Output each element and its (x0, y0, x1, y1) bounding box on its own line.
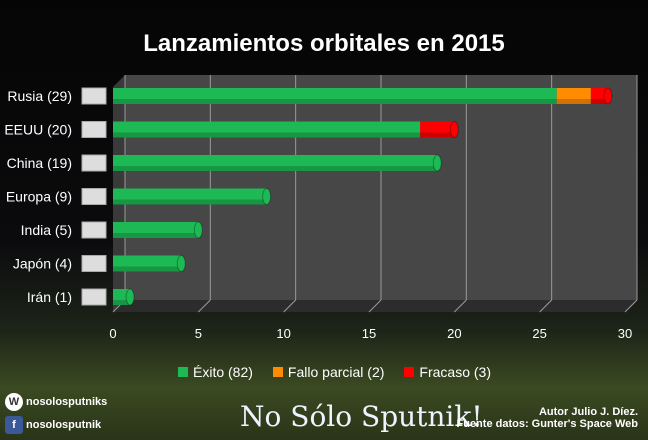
bar-cap (193, 221, 203, 239)
japan-flag (81, 255, 107, 272)
bar-shade (590, 99, 608, 104)
bar-segment (113, 121, 421, 138)
bar-segment (420, 121, 455, 138)
x-tick-label: 15 (362, 326, 376, 341)
bar-segment (556, 88, 591, 104)
bar-cap (603, 87, 613, 105)
credits: Autor Julio J. Díez. Fuente datos: Gunter… (456, 406, 639, 430)
bar-cap (262, 188, 272, 205)
legend-item-fracaso: Fracaso (3) (404, 364, 491, 380)
x-tick-label: 10 (276, 326, 290, 341)
legend-item-exito: Éxito (82) (178, 364, 253, 380)
gridline-floor (368, 299, 382, 313)
bar-shade (113, 99, 557, 104)
brand-logo: No Sólo Sputnik! (240, 400, 483, 433)
bar-shade (556, 99, 591, 104)
gridline-floor (283, 299, 297, 313)
bar-segment (113, 188, 267, 205)
gridline-floor (624, 299, 638, 313)
legend-item-fallo-parcial: Fallo parcial (2) (272, 364, 384, 380)
category-label: India (5) (21, 222, 72, 238)
eu-flag (81, 188, 107, 205)
category-label: Europa (9) (6, 189, 72, 205)
india-flag (81, 221, 107, 239)
bar-shade (420, 132, 455, 138)
russia-flag (81, 87, 107, 105)
bar-segment (113, 222, 199, 238)
iran-flag (81, 288, 107, 306)
china-flag (81, 154, 107, 172)
category-label: China (19) (7, 155, 72, 171)
bar-shade (113, 300, 131, 305)
bar-cap (176, 255, 186, 272)
bar-shade (113, 166, 438, 171)
gridline-floor (197, 299, 211, 313)
bar-segment (113, 289, 131, 305)
facebook-icon: f (5, 416, 23, 434)
wordpress-icon: W (5, 393, 23, 411)
category-label: Japón (4) (13, 256, 72, 272)
bar-shade (113, 199, 267, 205)
bar-shade (113, 132, 421, 138)
bar-cap (125, 288, 135, 306)
bar-shade (113, 233, 199, 238)
category-label: Irán (1) (27, 289, 72, 305)
bar-cap (432, 154, 442, 172)
facebook-link[interactable]: f nosolosputnik (5, 416, 101, 434)
bar-segment (113, 88, 557, 104)
legend: Éxito (82) Fallo parcial (2) Fracaso (3) (178, 364, 491, 380)
chart-title: Lanzamientos orbitales en 2015 (143, 30, 505, 57)
category-label: Rusia (29) (7, 88, 72, 104)
usa-flag (81, 121, 107, 138)
x-tick-label: 5 (195, 326, 202, 341)
gridline-floor (453, 299, 467, 313)
x-tick-label: 25 (532, 326, 546, 341)
bar-segment (113, 255, 182, 272)
bar-segment (590, 88, 608, 104)
x-tick-label: 20 (447, 326, 461, 341)
category-label: EEUU (20) (4, 122, 72, 138)
bar-cap (449, 121, 459, 138)
x-tick-label: 0 (109, 326, 116, 341)
bar-shade (113, 266, 182, 272)
bar-segment (113, 155, 438, 171)
gridline-floor (539, 299, 553, 313)
x-tick-label: 30 (618, 326, 632, 341)
